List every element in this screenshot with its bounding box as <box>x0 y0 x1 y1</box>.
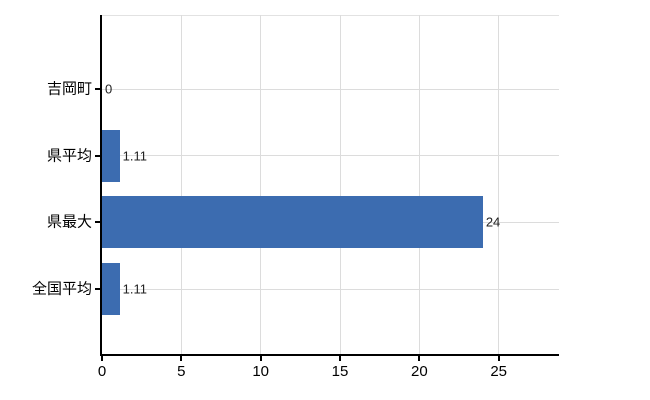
vertical-gridline <box>260 15 262 354</box>
category-label: 県平均 <box>46 147 92 165</box>
x-tick-label: 10 <box>252 363 270 380</box>
category-tick-mark <box>95 221 102 224</box>
x-tick-mark <box>418 356 421 361</box>
x-tick-label: 0 <box>97 363 107 380</box>
x-tick-mark <box>180 356 183 361</box>
x-axis-line <box>100 354 559 356</box>
category-label: 吉岡町 <box>46 80 92 98</box>
bar-3 <box>102 263 120 316</box>
x-tick-mark <box>101 356 103 361</box>
plot-area: 0 5 10 15 20 25 0 吉岡町 1.11 県平均 24 県最大 1.11 全国平均 <box>32 15 559 379</box>
category-tick-mark <box>95 154 102 157</box>
x-tick-mark <box>339 356 342 361</box>
category-label: 県最大 <box>46 213 92 231</box>
value-label: 1.11 <box>122 281 147 297</box>
x-tick-label: 5 <box>177 363 186 380</box>
category-gridline <box>102 155 559 157</box>
vertical-gridline <box>180 15 182 354</box>
category-label: 全国平均 <box>31 280 92 298</box>
bar-2 <box>102 196 483 249</box>
y-axis-line <box>100 15 102 356</box>
x-tick-label: 20 <box>411 363 428 380</box>
category-tick-mark <box>95 288 102 291</box>
category-tick-mark <box>95 88 102 90</box>
plot-top-border <box>102 15 559 16</box>
value-label: 24 <box>485 214 501 230</box>
category-gridline <box>102 288 559 290</box>
category-gridline <box>102 88 559 90</box>
x-tick-mark <box>259 356 262 361</box>
x-tick-mark <box>497 356 500 361</box>
x-tick-label: 25 <box>490 363 508 380</box>
vertical-gridline <box>498 15 500 354</box>
value-label: 1.11 <box>122 148 147 164</box>
x-tick-label: 15 <box>331 363 349 380</box>
vertical-gridline <box>418 15 420 354</box>
bar-1 <box>102 129 120 182</box>
value-label: 0 <box>105 81 113 97</box>
vertical-gridline <box>339 15 341 354</box>
